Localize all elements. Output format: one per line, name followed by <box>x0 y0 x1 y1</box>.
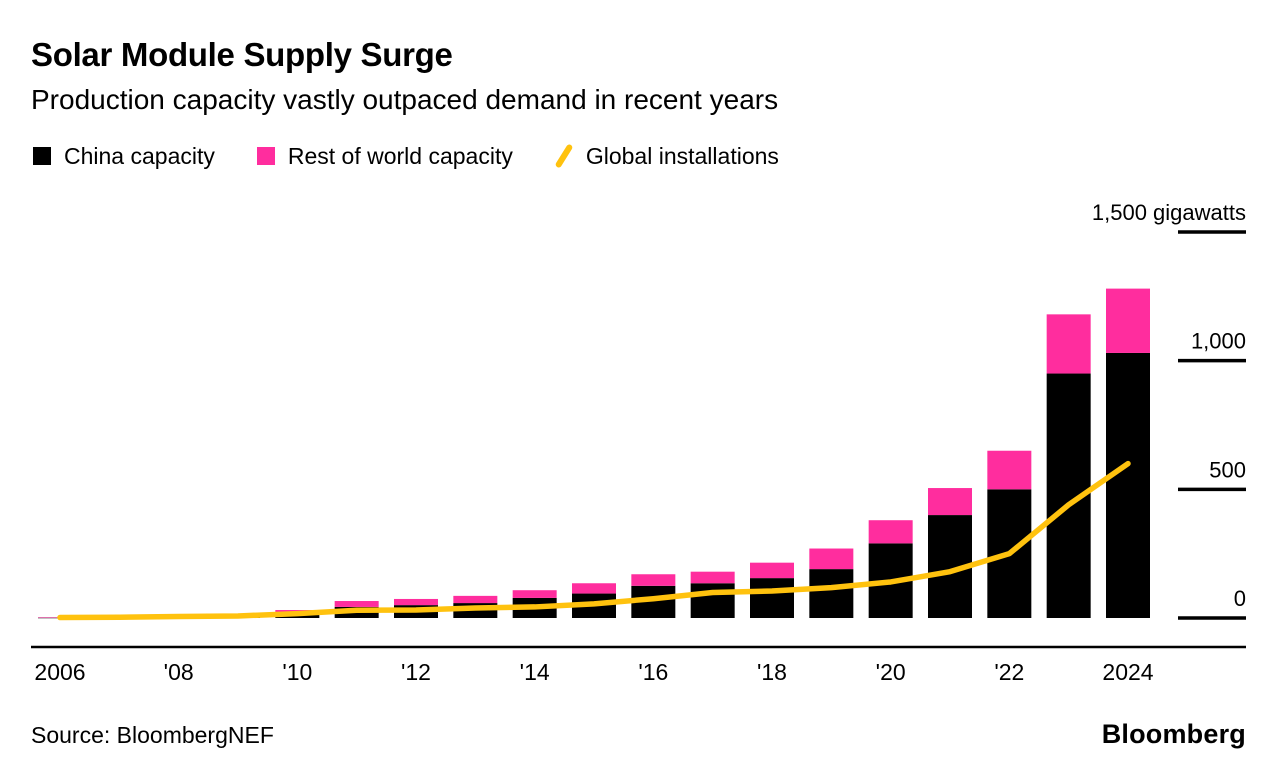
x-tick-label: '08 <box>164 659 194 685</box>
legend-item-china-capacity: China capacity <box>31 142 215 170</box>
y-tick-label: 500 <box>1209 457 1246 482</box>
china-capacity-swatch-icon <box>31 142 53 170</box>
global-installations-line-icon <box>553 142 575 170</box>
bar-rest-of-world-capacity <box>1046 314 1091 374</box>
source-note: Source: BloombergNEF <box>31 722 274 748</box>
x-tick-label: '22 <box>994 659 1024 685</box>
y-tick-label: 0 <box>1234 586 1246 611</box>
axis-layer: 0 500 1,000 1,500 gigawatts 2006 '08 '10 '12 '14… <box>31 200 1246 685</box>
x-tick-label: '20 <box>876 659 906 685</box>
bar-rest-of-world-capacity <box>809 548 854 570</box>
legend-label-rest-of-world-capacity: Rest of world capacity <box>287 142 513 169</box>
legend-label-global-installations: Global installations <box>585 142 779 169</box>
legend-item-global-installations: Global installations <box>553 142 779 170</box>
x-tick-label: '18 <box>757 659 787 685</box>
y-tick-label: 1,000 <box>1191 329 1246 354</box>
x-tick-label: '14 <box>520 659 550 685</box>
bar-rest-of-world-capacity <box>394 598 438 606</box>
bar-rest-of-world-capacity <box>987 450 1032 490</box>
global-installations-line <box>57 460 1131 621</box>
legend-label-china-capacity: China capacity <box>64 142 215 169</box>
bar-china-capacity <box>690 583 735 618</box>
bar-rest-of-world-capacity <box>631 574 676 586</box>
x-tick-label: '16 <box>638 659 668 685</box>
legend: China capacity Rest of world capacity Gl… <box>31 140 1248 172</box>
footer: Source: BloombergNEF Bloomberg <box>31 719 1246 750</box>
bar-rest-of-world-capacity <box>1106 288 1150 353</box>
chart-svg: 0 500 1,000 1,500 gigawatts 2006 '08 '10 '12 '14… <box>31 200 1246 685</box>
bar-china-capacity <box>750 578 794 618</box>
x-tick-label: '12 <box>401 659 431 685</box>
x-tick-label: '10 <box>282 659 312 685</box>
bar-china-capacity <box>1106 352 1150 618</box>
bar-china-capacity <box>809 569 854 618</box>
bloomberg-logo: Bloomberg <box>1101 719 1246 749</box>
legend-item-rest-of-world-capacity: Rest of world capacity <box>255 142 513 170</box>
chart-title: Solar Module Supply Surge <box>31 36 453 73</box>
bar-rest-of-world-capacity <box>690 571 735 584</box>
x-tick-label: 2006 <box>34 659 85 685</box>
rest-of-world-capacity-swatch-icon <box>255 142 277 170</box>
bar-rest-of-world-capacity <box>928 488 972 516</box>
bar-rest-of-world-capacity <box>334 601 379 607</box>
bar-rest-of-world-capacity <box>512 590 557 598</box>
bar-rest-of-world-capacity <box>453 595 498 604</box>
bar-rest-of-world-capacity <box>572 583 616 594</box>
bar-rest-of-world-capacity <box>868 520 913 544</box>
bar-rest-of-world-capacity <box>750 562 794 579</box>
x-tick-label: 2024 <box>1102 659 1153 685</box>
bars-layer <box>38 288 1150 619</box>
chart-area: 0 500 1,000 1,500 gigawatts 2006 '08 '10 '12 '14… <box>31 195 1248 690</box>
y-tick-label: 1,500 gigawatts <box>1092 200 1246 225</box>
chart-subtitle: Production capacity vastly outpaced dema… <box>31 84 779 115</box>
